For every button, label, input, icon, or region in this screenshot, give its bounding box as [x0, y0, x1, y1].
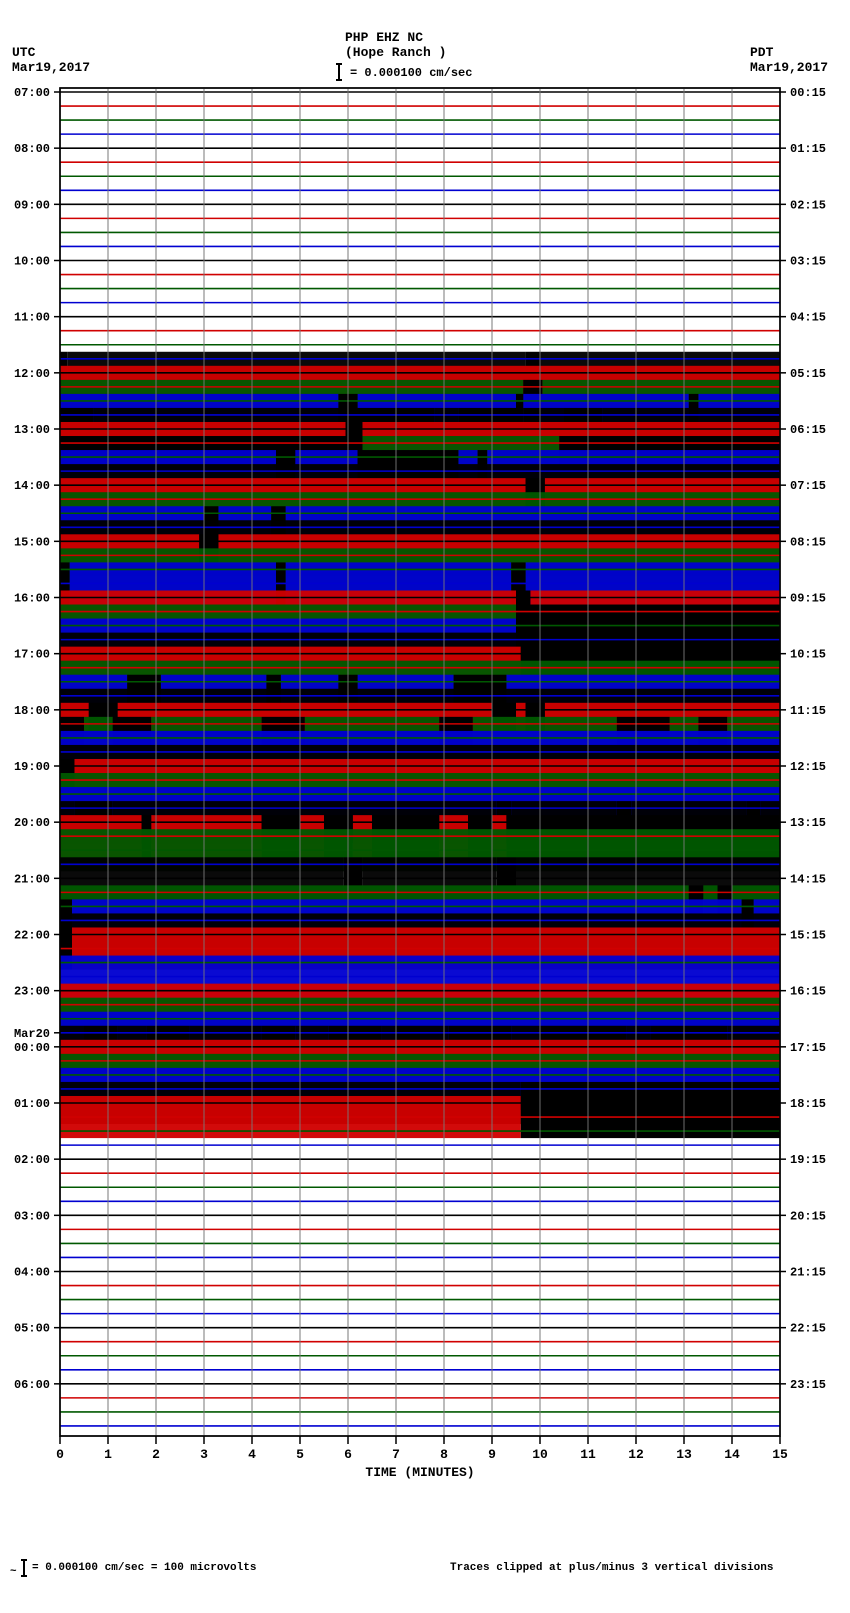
svg-text:~: ~	[10, 1566, 17, 1578]
svg-text:04:00: 04:00	[14, 1266, 50, 1280]
svg-text:19:15: 19:15	[790, 1153, 826, 1167]
svg-text:11:00: 11:00	[14, 311, 50, 325]
seismogram-page: PHP EHZ NC (Hope Ranch ) UTC Mar19,2017 …	[0, 0, 850, 1613]
svg-text:10:15: 10:15	[790, 648, 826, 662]
footer-scale-icon: ~	[10, 1558, 30, 1580]
svg-text:21:00: 21:00	[14, 872, 50, 886]
svg-text:15:00: 15:00	[14, 535, 50, 549]
footer-left: = 0.000100 cm/sec = 100 microvolts	[32, 1562, 256, 1574]
svg-text:17:15: 17:15	[790, 1041, 826, 1055]
svg-text:0: 0	[56, 1447, 64, 1462]
svg-text:22:15: 22:15	[790, 1322, 826, 1336]
svg-text:1: 1	[104, 1447, 112, 1462]
svg-text:21:15: 21:15	[790, 1266, 826, 1280]
svg-text:14:00: 14:00	[14, 479, 50, 493]
svg-text:20:00: 20:00	[14, 816, 50, 830]
svg-text:12:15: 12:15	[790, 760, 826, 774]
svg-text:TIME (MINUTES): TIME (MINUTES)	[365, 1465, 474, 1480]
svg-text:22:00: 22:00	[14, 929, 50, 943]
svg-text:13:00: 13:00	[14, 423, 50, 437]
svg-text:02:00: 02:00	[14, 1153, 50, 1167]
svg-text:07:00: 07:00	[14, 86, 50, 100]
svg-text:17:00: 17:00	[14, 648, 50, 662]
svg-text:09:15: 09:15	[790, 592, 826, 606]
svg-text:15:15: 15:15	[790, 929, 826, 943]
svg-text:05:15: 05:15	[790, 367, 826, 381]
svg-text:03:00: 03:00	[14, 1209, 50, 1223]
svg-text:10: 10	[532, 1447, 548, 1462]
svg-text:05:00: 05:00	[14, 1322, 50, 1336]
svg-text:13:15: 13:15	[790, 816, 826, 830]
svg-text:08:00: 08:00	[14, 142, 50, 156]
svg-text:00:15: 00:15	[790, 86, 826, 100]
svg-text:08:15: 08:15	[790, 535, 826, 549]
svg-text:2: 2	[152, 1447, 160, 1462]
svg-text:14: 14	[724, 1447, 740, 1462]
svg-text:16:00: 16:00	[14, 592, 50, 606]
svg-text:02:15: 02:15	[790, 198, 826, 212]
svg-text:00:00: 00:00	[14, 1041, 50, 1055]
svg-text:09:00: 09:00	[14, 198, 50, 212]
svg-text:Mar20: Mar20	[14, 1027, 50, 1041]
helicorder-plot: 0123456789101112131415TIME (MINUTES)07:0…	[0, 0, 850, 1516]
svg-text:12:00: 12:00	[14, 367, 50, 381]
svg-text:6: 6	[344, 1447, 352, 1462]
svg-text:11:15: 11:15	[790, 704, 826, 718]
svg-text:12: 12	[628, 1447, 644, 1462]
svg-text:8: 8	[440, 1447, 448, 1462]
svg-text:19:00: 19:00	[14, 760, 50, 774]
svg-text:10:00: 10:00	[14, 255, 50, 269]
svg-text:14:15: 14:15	[790, 872, 826, 886]
svg-text:04:15: 04:15	[790, 311, 826, 325]
svg-text:7: 7	[392, 1447, 400, 1462]
svg-text:9: 9	[488, 1447, 496, 1462]
svg-text:01:15: 01:15	[790, 142, 826, 156]
svg-text:01:00: 01:00	[14, 1097, 50, 1111]
svg-text:23:00: 23:00	[14, 985, 50, 999]
svg-text:06:00: 06:00	[14, 1378, 50, 1392]
svg-text:13: 13	[676, 1447, 692, 1462]
svg-text:15: 15	[772, 1447, 788, 1462]
svg-text:16:15: 16:15	[790, 985, 826, 999]
svg-text:20:15: 20:15	[790, 1209, 826, 1223]
svg-text:11: 11	[580, 1447, 596, 1462]
svg-text:4: 4	[248, 1447, 256, 1462]
svg-text:03:15: 03:15	[790, 255, 826, 269]
svg-text:23:15: 23:15	[790, 1378, 826, 1392]
svg-text:18:00: 18:00	[14, 704, 50, 718]
svg-text:3: 3	[200, 1447, 208, 1462]
svg-text:18:15: 18:15	[790, 1097, 826, 1111]
svg-text:5: 5	[296, 1447, 304, 1462]
svg-text:07:15: 07:15	[790, 479, 826, 493]
footer-right: Traces clipped at plus/minus 3 vertical …	[450, 1562, 773, 1574]
svg-text:06:15: 06:15	[790, 423, 826, 437]
